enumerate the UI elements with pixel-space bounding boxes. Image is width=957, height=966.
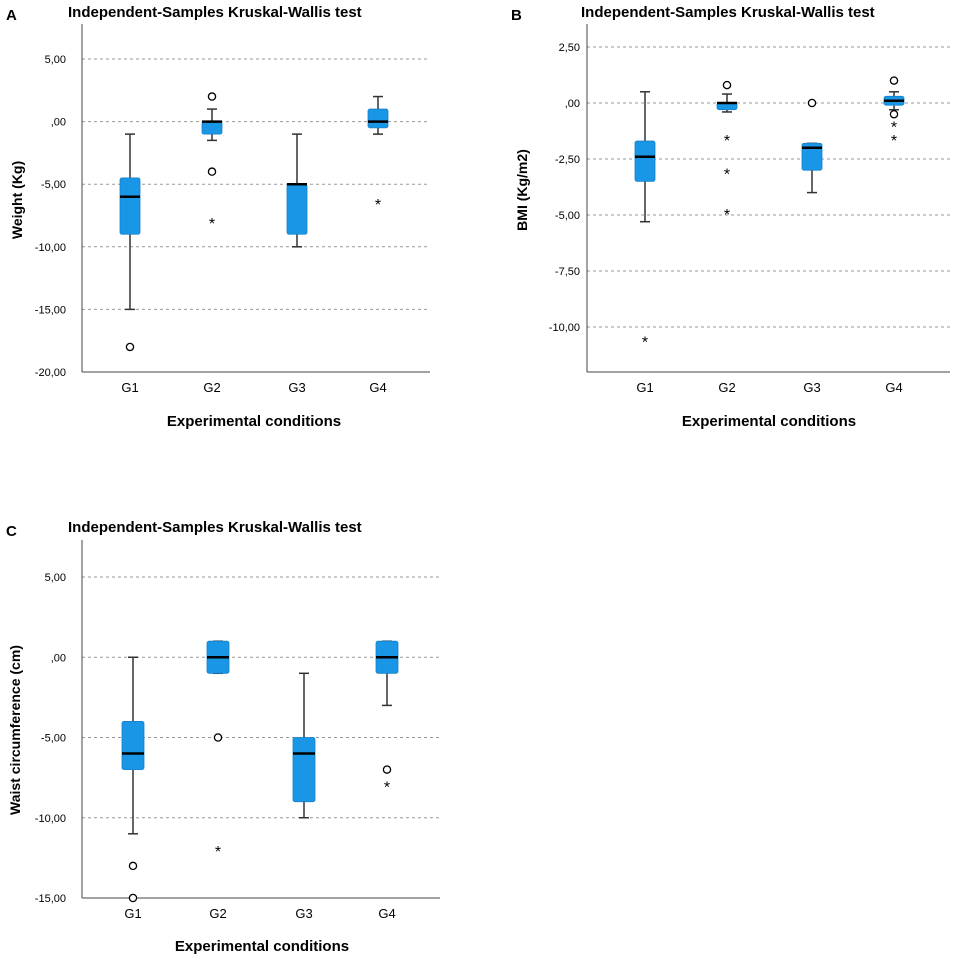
x-category-label: G1 bbox=[636, 380, 653, 395]
y-tick-label: 5,00 bbox=[45, 54, 66, 66]
box bbox=[201, 121, 223, 135]
box-group-g1: * bbox=[634, 91, 656, 351]
x-category-label: G4 bbox=[885, 380, 902, 395]
box-group-g1 bbox=[119, 133, 141, 352]
outlier-point bbox=[207, 92, 217, 101]
y-tick-label: -15,00 bbox=[35, 893, 66, 905]
y-tick-label: 5,00 bbox=[45, 572, 66, 584]
x-category-label: G1 bbox=[124, 906, 141, 921]
box-group-g4: * bbox=[367, 95, 389, 214]
x-category-label: G3 bbox=[803, 380, 820, 395]
panel-a-title: Independent-Samples Kruskal-Wallis test bbox=[68, 4, 362, 21]
x-category-label: G4 bbox=[378, 906, 395, 921]
outlier-point bbox=[722, 80, 732, 90]
x-category-label: G3 bbox=[288, 380, 305, 395]
panel-a: A Independent-Samples Kruskal-Wallis tes… bbox=[6, 4, 430, 430]
panel-c-xlabel: Experimental conditions bbox=[175, 938, 349, 955]
y-tick-label: 2,50 bbox=[559, 42, 580, 54]
box bbox=[292, 737, 316, 803]
extreme-point: * bbox=[642, 334, 648, 351]
y-tick-label: ,00 bbox=[565, 98, 580, 110]
extreme-point: * bbox=[724, 166, 730, 183]
extreme-point: * bbox=[724, 133, 730, 150]
y-tick-label: ,00 bbox=[51, 652, 66, 664]
y-tick-label: -7,50 bbox=[555, 266, 580, 278]
box bbox=[367, 108, 389, 129]
panel-c: C Independent-Samples Kruskal-Wallis tes… bbox=[6, 519, 440, 955]
y-tick-label: -20,00 bbox=[35, 367, 66, 379]
panel-letter-b: B bbox=[511, 7, 522, 24]
x-category-label: G1 bbox=[121, 380, 138, 395]
box bbox=[286, 183, 308, 235]
y-tick-label: -5,00 bbox=[555, 210, 580, 222]
panel-b-ylabel: BMI (Kg/m2) bbox=[514, 149, 530, 231]
extreme-point: * bbox=[891, 119, 897, 136]
x-category-label: G3 bbox=[295, 906, 312, 921]
box-group-g3 bbox=[286, 133, 308, 248]
y-tick-label: -2,50 bbox=[555, 154, 580, 166]
x-category-label: G2 bbox=[209, 906, 226, 921]
y-tick-label: -10,00 bbox=[549, 322, 580, 334]
outlier-point bbox=[128, 861, 138, 871]
x-category-label: G4 bbox=[369, 380, 386, 395]
panel-b-plot: 2,50,00-2,50-5,00-7,50-10,00******G1 G2 G3… bbox=[549, 24, 950, 395]
box bbox=[801, 142, 823, 171]
y-tick-label: -15,00 bbox=[35, 304, 66, 316]
y-tick-label: -10,00 bbox=[35, 242, 66, 254]
panel-c-plot: 5,00 ,00 -5,00 -10,00 -15,00 * * G1 G2 G3 G4 bbox=[35, 540, 440, 921]
panel-b: B Independent-Samples Kruskal-Wallis tes… bbox=[511, 4, 950, 430]
extreme-point: * bbox=[891, 133, 897, 150]
panel-letter-c: C bbox=[6, 523, 17, 540]
outlier-point bbox=[213, 733, 223, 742]
y-tick-label: -5,00 bbox=[41, 733, 66, 745]
panel-b-xlabel: Experimental conditions bbox=[682, 413, 856, 430]
panel-c-title: Independent-Samples Kruskal-Wallis test bbox=[68, 519, 362, 536]
outlier-point bbox=[889, 109, 899, 119]
panel-a-ylabel: Weight (Kg) bbox=[9, 161, 25, 239]
outlier-point bbox=[382, 765, 392, 774]
box-group-g3 bbox=[801, 98, 823, 194]
x-category-label: G2 bbox=[203, 380, 220, 395]
box-group-g3 bbox=[292, 672, 316, 819]
box bbox=[634, 140, 656, 182]
box-group-g1 bbox=[121, 656, 145, 903]
outlier-point bbox=[207, 167, 217, 176]
extreme-point: * bbox=[384, 780, 390, 797]
outlier-point bbox=[889, 76, 899, 85]
box bbox=[121, 721, 145, 771]
panel-a-plot: 5,00 ,00 -5,00 -10,00 -15,00 -20,00 * * G1 G2 G3 G4 bbox=[35, 24, 430, 395]
box-group-g4: * bbox=[375, 640, 399, 797]
extreme-point: * bbox=[209, 216, 215, 233]
extreme-point: * bbox=[215, 844, 221, 861]
y-tick-label: ,00 bbox=[51, 117, 66, 129]
box-group-g2: * * * bbox=[716, 80, 738, 224]
panel-letter-a: A bbox=[6, 7, 17, 24]
panel-a-xlabel: Experimental conditions bbox=[167, 413, 341, 430]
outlier-point bbox=[807, 98, 817, 108]
outlier-point bbox=[128, 893, 138, 903]
box-group-g2: * bbox=[201, 92, 223, 233]
box bbox=[119, 177, 141, 235]
extreme-point: * bbox=[724, 207, 730, 224]
extreme-point: * bbox=[375, 197, 381, 214]
y-tick-label: -5,00 bbox=[41, 179, 66, 191]
box-group-g2: * bbox=[206, 640, 230, 861]
panel-b-title: Independent-Samples Kruskal-Wallis test bbox=[581, 4, 875, 21]
box-group-g4: ** bbox=[883, 76, 905, 150]
outlier-point bbox=[125, 342, 135, 352]
x-category-label: G2 bbox=[718, 380, 735, 395]
panel-c-ylabel: Waist circumference (cm) bbox=[7, 645, 23, 815]
y-tick-label: -10,00 bbox=[35, 813, 66, 825]
